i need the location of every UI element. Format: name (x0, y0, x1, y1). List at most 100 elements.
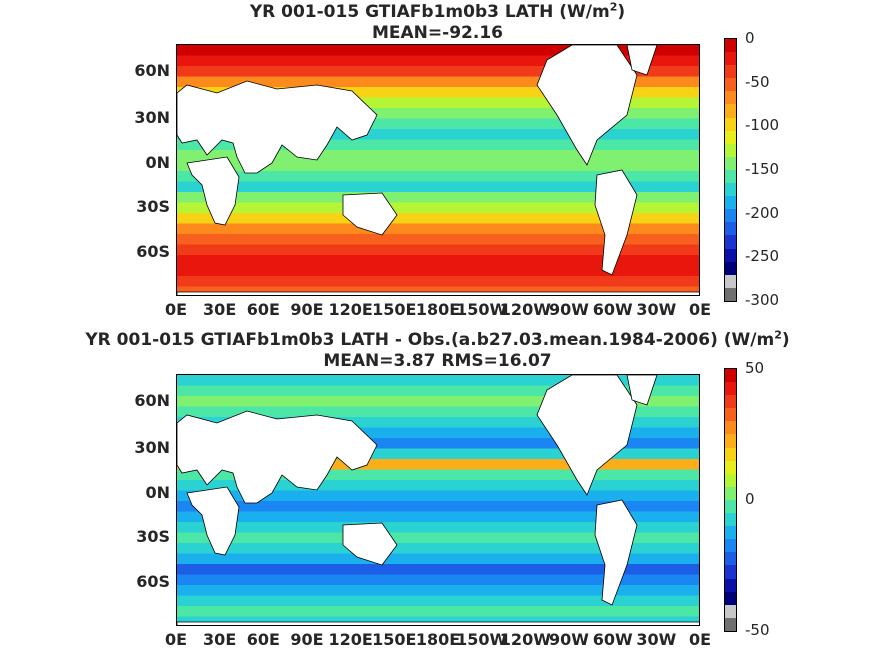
x-tick-label: 180E (415, 300, 461, 319)
field-band (177, 213, 699, 224)
panel1-title-text: YR 001-015 GTIAFb1m0b3 LATH (W/m (249, 2, 610, 22)
x-tick-label: 0E (164, 300, 188, 319)
y-tick-label: 30S (136, 527, 170, 546)
field-band (177, 255, 699, 266)
y-tick-label: 60S (136, 242, 170, 261)
x-tick-label: 150E (372, 630, 417, 649)
y-tick-label: 0N (145, 483, 170, 502)
colorbar-tick-label: -50 (745, 72, 770, 91)
colorbar-tick-label: -250 (745, 247, 780, 266)
land-mass (177, 410, 378, 504)
panel1-title: YR 001-015 GTIAFb1m0b3 LATH (W/m2) (0, 0, 875, 22)
land-mass (594, 499, 638, 606)
panel2-subtitle: MEAN=3.87 RMS=16.07 (323, 351, 552, 371)
colorbar-segment (725, 196, 736, 210)
y-tick-label: 0N (145, 153, 170, 172)
x-tick-label: 60E (246, 300, 280, 319)
x-tick-label: 30W (636, 300, 677, 319)
field-band (177, 522, 699, 533)
x-tick-label: 30W (636, 630, 677, 649)
colorbar-segment (725, 486, 736, 500)
field-band (177, 396, 699, 407)
field-band (177, 66, 699, 77)
field-band (177, 595, 699, 607)
colorbar-segment (725, 499, 736, 514)
field-band (177, 171, 699, 182)
panel1-title-end: ) (617, 2, 626, 22)
colorbar-segment (725, 143, 736, 157)
land-mass (626, 45, 658, 76)
colorbar-segment (725, 565, 736, 579)
colorbar-tick-label: -100 (745, 116, 780, 135)
colorbar-segment (725, 447, 736, 461)
colorbar-segment (725, 460, 736, 474)
colorbar-segment (725, 591, 736, 605)
colorbar-segment (725, 421, 736, 435)
land-mass (626, 375, 658, 406)
field-band (177, 438, 699, 449)
x-tick-label: 180E (415, 630, 461, 649)
colorbar-segment (725, 395, 736, 409)
land-mass (177, 291, 699, 295)
colorbar-segment (725, 183, 736, 197)
x-tick-label: 120E (328, 630, 373, 649)
panel1-title-sup: 2 (609, 0, 618, 14)
panel2-map-canvas (177, 375, 699, 625)
y-tick-label: 60N (134, 391, 170, 410)
land-mass (177, 621, 699, 625)
x-tick-label: 60W (592, 300, 633, 319)
field-band (177, 490, 699, 502)
field-band (177, 606, 699, 617)
field-band (177, 223, 699, 235)
colorbar-segment (725, 261, 736, 275)
colorbar-segment (725, 604, 736, 618)
colorbar-segment (725, 552, 736, 566)
field-band (177, 564, 699, 575)
colorbar-segment (725, 39, 736, 53)
field-band (177, 480, 699, 491)
field-band (177, 118, 699, 130)
colorbar-segment (725, 156, 736, 170)
field-band (177, 160, 699, 172)
y-tick-label: 30S (136, 197, 170, 216)
field-band (177, 459, 699, 470)
x-tick-label: 120E (328, 300, 373, 319)
panel1-map-canvas (177, 45, 699, 295)
field-band (177, 244, 699, 256)
field-band (177, 585, 699, 596)
field-band (177, 501, 699, 512)
y-tick-label: 60S (136, 572, 170, 591)
colorbar-tick-label: -50 (745, 621, 770, 639)
field-band (177, 108, 699, 119)
x-tick-label: 150W (456, 630, 508, 649)
colorbar-segment (725, 209, 736, 223)
field-band (177, 385, 699, 397)
field-band (177, 469, 699, 481)
colorbar-segment (725, 617, 736, 631)
field-band (177, 427, 699, 439)
field-band (177, 55, 699, 67)
field-band (177, 76, 699, 88)
land-mass (186, 486, 240, 556)
colorbar-tick-label: 0 (745, 490, 755, 508)
panel1-colorbar (724, 38, 737, 302)
panel2-colorbar (724, 368, 737, 632)
field-band (177, 150, 699, 161)
x-tick-label: 90E (290, 630, 324, 649)
colorbar-segment (725, 473, 736, 487)
field-band (177, 532, 699, 544)
x-tick-label: 90W (549, 300, 589, 319)
panel1-subtitle: MEAN=-92.16 (372, 23, 503, 43)
panel2-title-text: YR 001-015 GTIAFb1m0b3 LATH - Obs.(a.b27… (85, 330, 775, 350)
panel2-title-sup: 2 (774, 328, 782, 342)
panel2-map (176, 374, 700, 626)
field-band (177, 286, 699, 295)
field-band (177, 276, 699, 287)
colorbar-segment (725, 274, 736, 288)
field-band (177, 265, 699, 277)
colorbar-segment (725, 52, 736, 66)
field-band (177, 129, 699, 140)
y-tick-label: 30N (134, 108, 170, 127)
field-band (177, 87, 699, 98)
x-tick-label: 150W (456, 300, 508, 319)
